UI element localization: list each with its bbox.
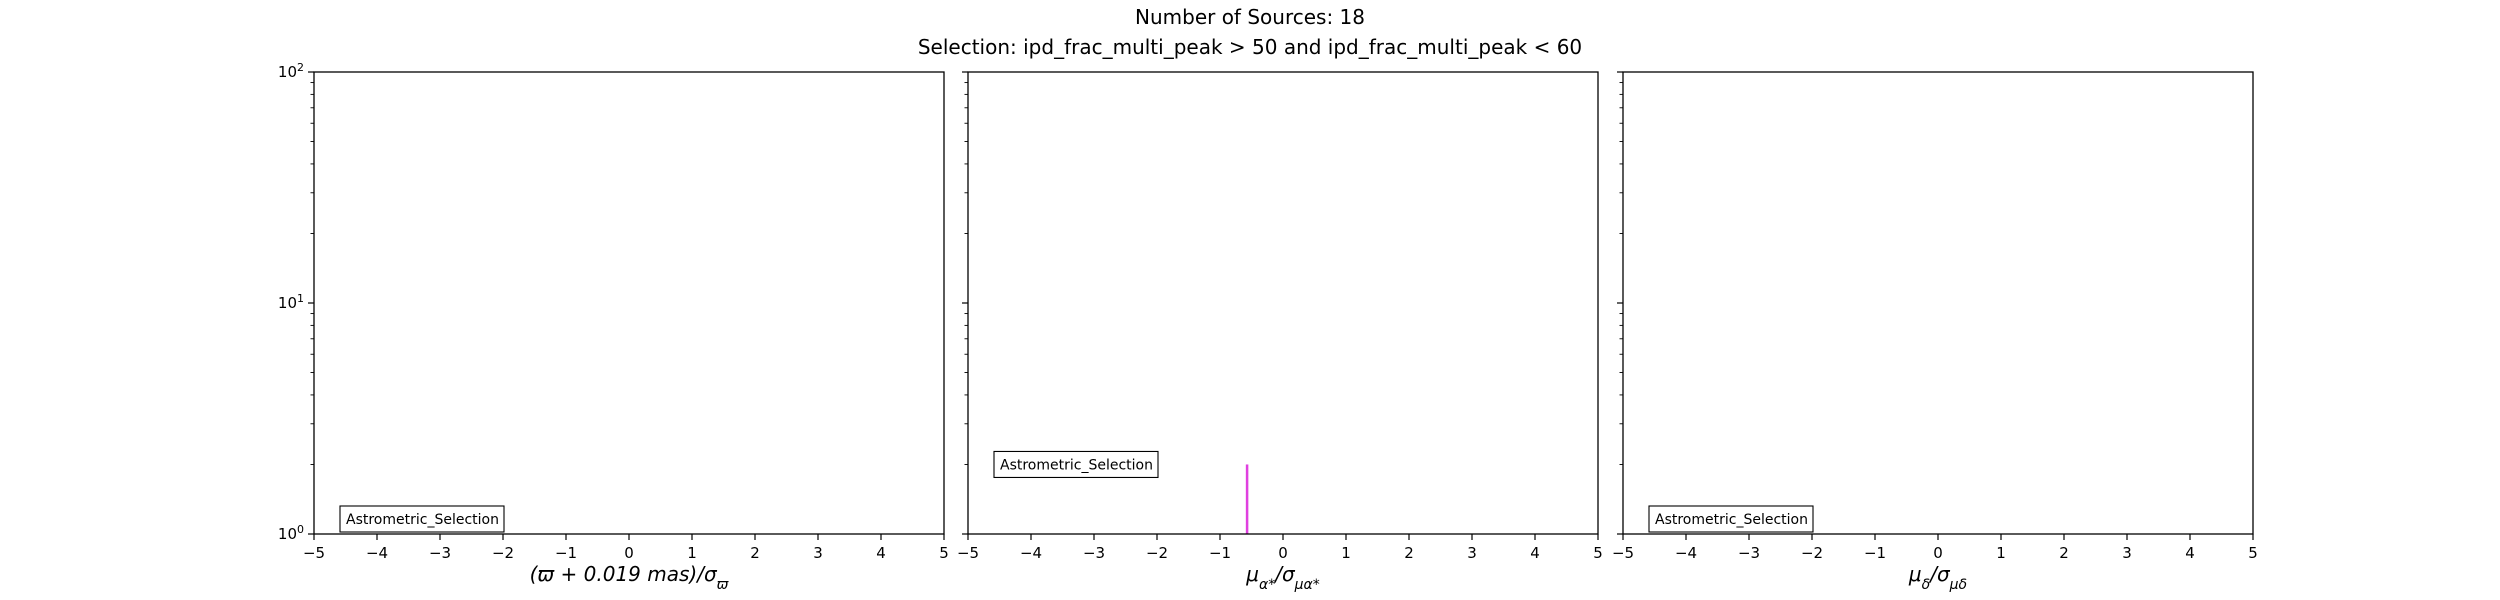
x-tick-label: −1	[1864, 544, 1886, 562]
x-tick-label: 5	[1593, 544, 1603, 562]
x-tick-label: 1	[1996, 544, 2006, 562]
legend-label: Astrometric_Selection	[1655, 512, 1808, 528]
histogram-panel-3: −5 −4 −3 −2 −1 0 1 2 3 4 5 Astrometric_Selection μδ/…	[1612, 71, 2258, 593]
x-tick-label: −4	[366, 544, 388, 562]
plot-frame	[313, 71, 945, 535]
histogram-panel-1: −5 −4 −3 −2 −1 0 1 2 3 4 5 100 101 102 Astrometric_Sel…	[278, 61, 949, 594]
x-axis-label: μδ/σμδ	[1908, 562, 1967, 593]
x-tick-label: 1	[687, 544, 697, 562]
x-tick-label: −5	[303, 544, 325, 562]
x-tick-label: 1	[1341, 544, 1351, 562]
x-tick-label: −2	[1801, 544, 1823, 562]
x-tick-label: 0	[1278, 544, 1288, 562]
legend-label: Astrometric_Selection	[1000, 457, 1153, 473]
x-tick-label: 5	[2248, 544, 2258, 562]
x-tick-label: −4	[1020, 544, 1042, 562]
x-tick-label: 4	[2185, 544, 2195, 562]
x-tick-label: 5	[939, 544, 949, 562]
legend-label: Astrometric_Selection	[346, 512, 499, 528]
legend-box	[1648, 505, 1814, 533]
x-tick-label: −3	[1738, 544, 1760, 562]
y-tick-label: 101	[278, 292, 304, 313]
x-tick-label: 2	[750, 544, 760, 562]
y-tick-label: 100	[278, 523, 304, 544]
x-tick-label: 3	[2122, 544, 2132, 562]
x-tick-label: 2	[1404, 544, 1414, 562]
x-tick-label: −5	[1612, 544, 1634, 562]
legend: Astrometric_Selection	[993, 450, 1159, 479]
x-axis-label: μα*/σμα*	[1245, 562, 1320, 593]
x-tick-label: 2	[2059, 544, 2069, 562]
x-tick-label: 4	[1530, 544, 1540, 562]
figure-title: Number of Sources: 18	[1135, 5, 1365, 29]
x-tick-label: −3	[429, 544, 451, 562]
figure-subtitle: Selection: ipd_frac_multi_peak > 50 and …	[917, 35, 1583, 59]
x-tick-label: −3	[1083, 544, 1105, 562]
legend-box	[993, 450, 1159, 479]
y-tick-label: 102	[278, 61, 304, 82]
x-tick-label: −2	[492, 544, 514, 562]
histogram-panel-2: −5 −4 −3 −2 −1 0 1 2 3 4 5 Astrometric_Selection μα*…	[957, 71, 1603, 593]
legend-box	[339, 505, 505, 533]
x-tick-label: 0	[1933, 544, 1943, 562]
x-tick-label: 3	[813, 544, 823, 562]
histogram-bar	[1245, 464, 1249, 534]
x-tick-label: −5	[957, 544, 979, 562]
plot-frame	[1622, 71, 2254, 535]
x-axis-label: (ϖ + 0.019 mas)/σϖ	[530, 562, 730, 593]
legend: Astrometric_Selection	[339, 505, 505, 533]
x-tick-label: −4	[1675, 544, 1697, 562]
x-tick-label: 0	[624, 544, 634, 562]
legend: Astrometric_Selection	[1648, 505, 1814, 533]
x-tick-label: −1	[1209, 544, 1231, 562]
x-tick-label: 4	[876, 544, 886, 562]
x-tick-label: −1	[555, 544, 577, 562]
x-tick-label: −2	[1146, 544, 1168, 562]
x-tick-label: 3	[1467, 544, 1477, 562]
